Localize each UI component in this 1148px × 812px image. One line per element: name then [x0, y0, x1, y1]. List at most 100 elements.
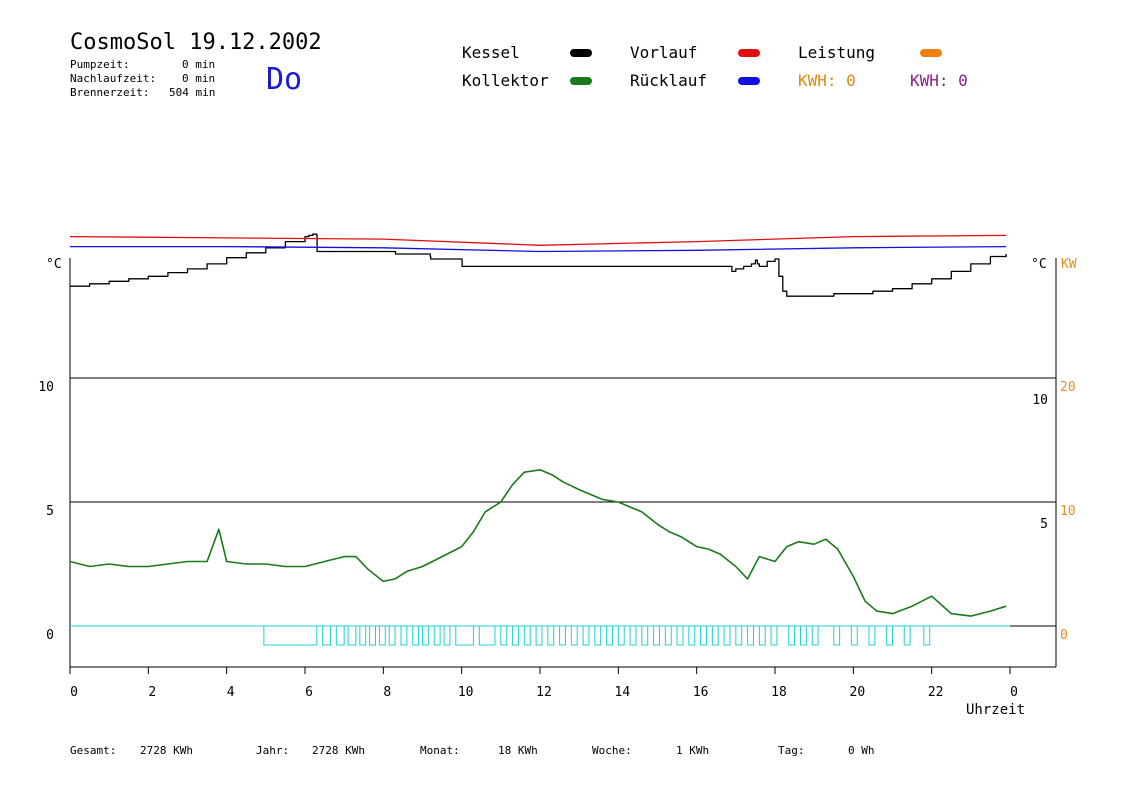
pump-pulse: [664, 625, 672, 646]
footer-gesamt-label: Gesamt:: [70, 744, 117, 757]
series-kessel-line: [70, 233, 1007, 297]
pump-pulse: [747, 625, 754, 646]
pump-pulse: [653, 625, 660, 646]
legend-ruecklauf-label: Rücklauf: [630, 71, 708, 90]
pump-pulse: [833, 625, 841, 646]
pump-pulse: [535, 625, 543, 646]
pump-pulse: [433, 625, 441, 646]
x-tick-label: 4: [227, 685, 235, 700]
pump-pulse: [700, 625, 707, 646]
footer-tag-value: 0 Wh: [848, 744, 875, 757]
x-tick-label: 8: [383, 685, 391, 700]
pump-pulse: [547, 625, 555, 646]
pump-pulse: [500, 625, 508, 646]
x-tick-label: 22: [928, 685, 944, 700]
x-tick-label: 10: [458, 685, 474, 700]
pump-pulse: [422, 625, 429, 646]
x-tick-label: 0: [1010, 685, 1018, 700]
right-axis-unit-kw: KW: [1061, 257, 1077, 272]
chart-frame: [69, 258, 1057, 668]
pump-pulse: [388, 625, 396, 646]
x-tick-label: 16: [693, 685, 709, 700]
legend-kwh-other: KWH: 0: [910, 71, 968, 90]
pump-pulse: [412, 625, 420, 646]
pump-pulse: [582, 625, 590, 646]
pump-pulse: [868, 625, 876, 646]
pump-pulse: [559, 625, 566, 646]
legend-ruecklauf-swatch: [738, 77, 760, 85]
pump-pulse: [923, 625, 931, 646]
pump-pulse: [455, 625, 474, 646]
pump-pulse: [523, 625, 531, 646]
axis-ticks: 0 2 4 6 8 10 12 14 16 18 20 22 0 0 5 10 5 10 0 10 20: [38, 380, 1075, 700]
legend-kollektor-label: Kollektor: [462, 71, 549, 90]
footer-tag-label: Tag:: [778, 744, 805, 757]
footer-jahr-label: Jahr:: [256, 744, 290, 757]
series-kollektor-line: [69, 469, 1007, 617]
x-tick-label: 20: [850, 685, 866, 700]
series-vorlauf-line: [69, 234, 1007, 246]
x-tick-label: 6: [305, 685, 313, 700]
pump-pulse: [322, 625, 331, 646]
right-tick-label-kw: 20: [1060, 380, 1076, 395]
pump-pulse: [676, 625, 684, 646]
stat-label-pumpzeit: Pumpzeit:: [70, 58, 130, 71]
pump-pulse: [629, 625, 637, 646]
pump-pulse: [478, 625, 496, 646]
stat-label-nachlaufzeit: Nachlaufzeit:: [70, 72, 157, 85]
pump-pulse: [850, 625, 858, 646]
x-tick-label: 12: [536, 685, 552, 700]
pump-pulse: [359, 625, 367, 646]
pump-pulse: [758, 625, 766, 646]
legend-kwh-leistung: KWH: 0: [798, 71, 856, 90]
footer-woche-label: Woche:: [592, 744, 632, 757]
left-tick-label: 10: [38, 380, 54, 395]
pump-pulse: [443, 625, 451, 646]
footer-monat-label: Monat:: [420, 744, 460, 757]
chart-gridlines: [70, 377, 1056, 627]
legend-vorlauf-label: Vorlauf: [630, 43, 698, 62]
x-tick-label: 0: [70, 685, 78, 700]
left-axis-unit: °C: [46, 257, 62, 272]
right-tick-label-kw: 10: [1060, 504, 1076, 519]
pump-pulse: [788, 625, 796, 646]
legend-kessel-swatch: [570, 49, 592, 57]
legend-kollektor-swatch: [570, 77, 592, 85]
pump-pulse: [400, 625, 408, 646]
pump-pulse: [369, 625, 376, 646]
pump-pulse: [378, 625, 386, 646]
pump-pulse: [641, 625, 649, 646]
left-tick-label: 5: [46, 504, 54, 519]
x-axis-label: Uhrzeit: [966, 702, 1026, 718]
stat-value-nachlaufzeit: 0 min: [182, 72, 216, 85]
pump-pulse: [512, 625, 519, 646]
left-tick-label: 0: [46, 628, 54, 643]
footer-woche-value: 1 KWh: [676, 744, 710, 757]
legend-kessel-label: Kessel: [462, 43, 520, 62]
pump-pulse: [347, 625, 357, 646]
series-lines: [69, 233, 1007, 617]
x-tick-label: 18: [771, 685, 787, 700]
page-title: CosmoSol 19.12.2002: [70, 30, 322, 55]
right-tick-label-kw: 0: [1060, 628, 1068, 643]
right-tick-label-c: 10: [1032, 393, 1048, 408]
footer-gesamt-value: 2728 KWh: [140, 744, 193, 757]
pump-pulse: [799, 625, 807, 646]
stat-value-pumpzeit: 0 min: [182, 58, 216, 71]
series-ruecklauf-line: [70, 245, 1007, 253]
pump-pulse: [335, 625, 345, 646]
x-tick-label: 2: [148, 685, 156, 700]
pump-pulse: [770, 625, 778, 646]
right-tick-label-c: 5: [1040, 517, 1048, 532]
pump-pulse: [735, 625, 743, 646]
pump-pulse: [811, 625, 819, 646]
pump-pulse: [688, 625, 696, 646]
stat-value-brennerzeit: 504 min: [169, 86, 216, 99]
pump-pulse: [263, 625, 318, 646]
legend-leistung-swatch: [920, 49, 942, 57]
legend-leistung-label: Leistung: [798, 43, 876, 62]
pump-pulse: [903, 625, 911, 646]
pump-pulse: [711, 625, 719, 646]
footer-monat-value: 18 KWh: [498, 744, 538, 757]
